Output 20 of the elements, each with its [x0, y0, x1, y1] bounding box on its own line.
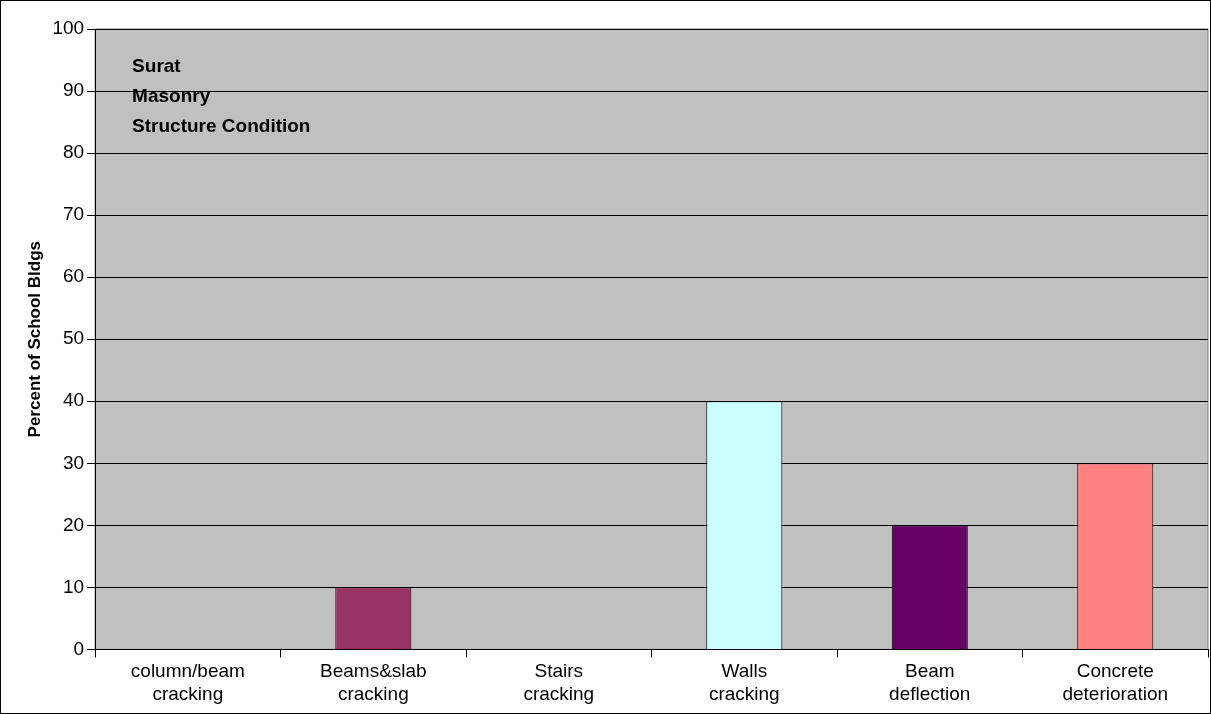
annotation: Surat: [132, 54, 182, 76]
y-tick-label: 10: [62, 575, 85, 597]
y-axis-title: Percent of School Bldgs: [24, 240, 44, 438]
y-tick-label: 50: [62, 327, 85, 349]
x-tick-label: column/beam cracking: [130, 660, 245, 704]
y-tick-label: 90: [62, 79, 85, 101]
y-tick-label: 30: [62, 451, 85, 473]
x-tick-label: Stairs cracking: [523, 660, 595, 704]
x-tick-label: Concrete deterioration: [1062, 660, 1169, 704]
y-tick-label: 40: [62, 389, 85, 411]
x-tick-label: Beams&slab cracking: [319, 660, 427, 704]
x-tick-label: Walls cracking: [708, 660, 780, 704]
y-tick-label: 100: [52, 17, 85, 39]
y-tick-label: 0: [73, 637, 85, 659]
y-tick-label: 80: [62, 141, 85, 163]
y-tick-label: 20: [62, 513, 85, 535]
annotation: Structure Condition: [132, 114, 311, 136]
y-tick-label: 70: [62, 203, 85, 225]
x-tick-label: Beam deflection: [889, 660, 971, 704]
y-tick-label: 60: [62, 265, 85, 287]
